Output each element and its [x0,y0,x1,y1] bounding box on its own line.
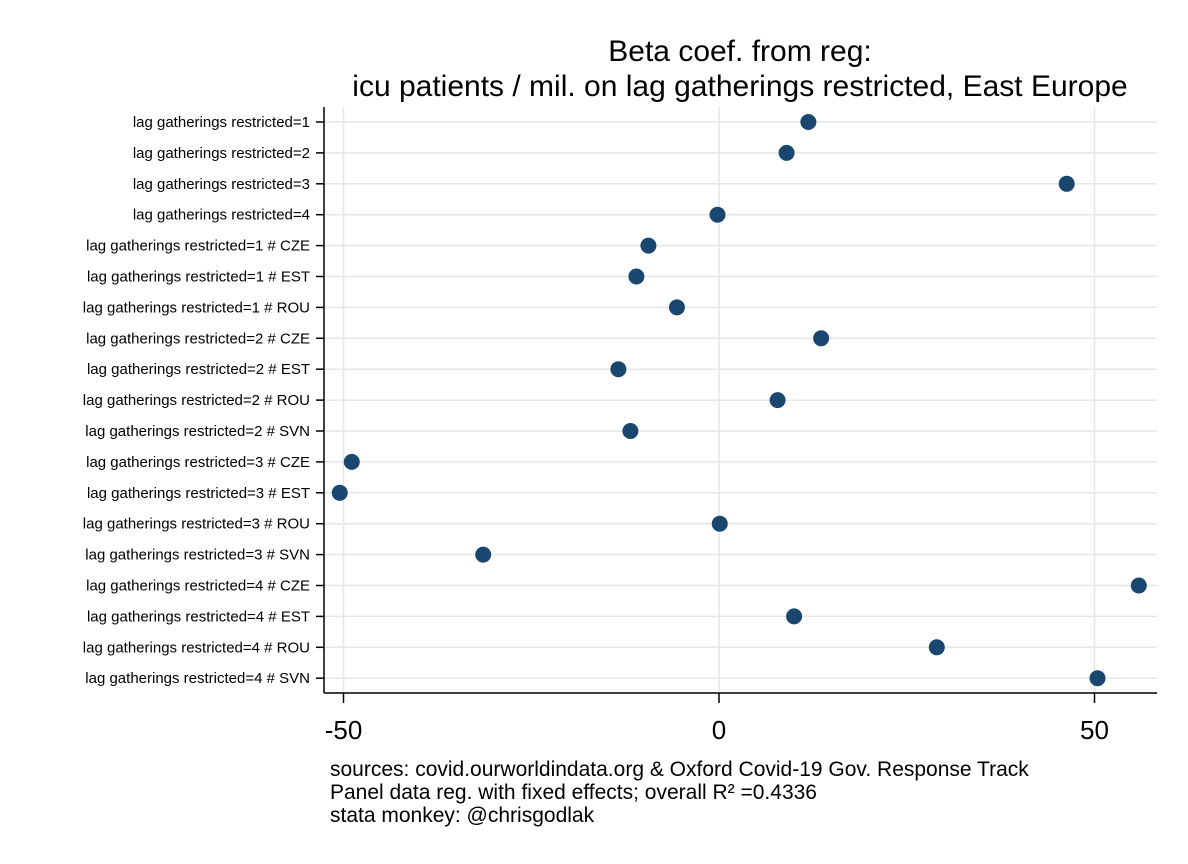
y-tick-label: lag gatherings restricted=1 # CZE [86,238,310,255]
y-tick-label: lag gatherings restricted=2 # ROU [83,392,310,409]
coefficient-point [622,423,639,439]
y-tick-label: lag gatherings restricted=4 # EST [87,608,310,625]
chart-title-line-1: Beta coef. from reg: [608,35,871,68]
y-tick-label: lag gatherings restricted=3 # CZE [86,454,310,471]
note-author: stata monkey: @chrisgodlak [330,804,595,827]
y-tick-label: lag gatherings restricted=2 [133,145,310,162]
coefficient-point [343,453,360,470]
coefficient-point [786,608,803,625]
coefficient-point [475,546,492,563]
note-sources: sources: covid.ourworldindata.org & Oxfo… [330,758,1029,781]
y-tick-label: lag gatherings restricted=4 # ROU [83,639,310,656]
x-tick-label: 0 [712,715,726,745]
y-tick-label: lag gatherings restricted=1 [133,114,310,131]
coefficient-point [813,330,830,347]
coefficient-point [709,206,726,223]
grid-lines [324,107,1157,693]
y-tick-label: lag gatherings restricted=3 # SVN [85,547,310,564]
y-tick-label: lag gatherings restricted=1 # ROU [83,299,310,316]
y-tick-label: lag gatherings restricted=4 # SVN [85,670,310,687]
y-tick-label: lag gatherings restricted=4 [133,207,310,224]
y-axis-ticks: lag gatherings restricted=1 lag gathering… [83,114,324,687]
y-tick-label: lag gatherings restricted=3 # ROU [83,516,310,533]
chart-title-line-2: icu patients / mil. on lag gatherings re… [352,70,1127,103]
coefficient-point [331,484,348,501]
coefficient-point [769,392,786,409]
y-tick-label: lag gatherings restricted=2 # EST [87,361,310,378]
coefficient-point [1130,577,1147,594]
coefficient-point [668,299,685,316]
y-tick-label: lag gatherings restricted=2 # SVN [85,423,310,440]
coefficient-point [610,361,627,378]
coefficient-point [1058,175,1075,192]
x-tick-label: -50 [325,715,363,745]
y-tick-label: lag gatherings restricted=4 # CZE [86,578,310,595]
y-tick-label: lag gatherings restricted=1 # EST [87,269,310,286]
coefficient-point [778,144,795,161]
coefficient-point [1089,670,1106,687]
coefficient-point [800,114,817,130]
coefficient-point [928,639,945,656]
coefficient-point [711,515,728,532]
x-axis-ticks: -50 0 50 [325,693,1109,745]
coefficient-point [628,268,645,285]
x-tick-label: 50 [1080,715,1109,745]
note-model: Panel data reg. with fixed effects; over… [330,781,817,804]
data-points [331,114,1147,687]
y-tick-label: lag gatherings restricted=3 # EST [87,485,310,502]
y-tick-label: lag gatherings restricted=3 [133,176,310,193]
coefficient-point [640,237,657,254]
y-tick-label: lag gatherings restricted=2 # CZE [86,330,310,347]
